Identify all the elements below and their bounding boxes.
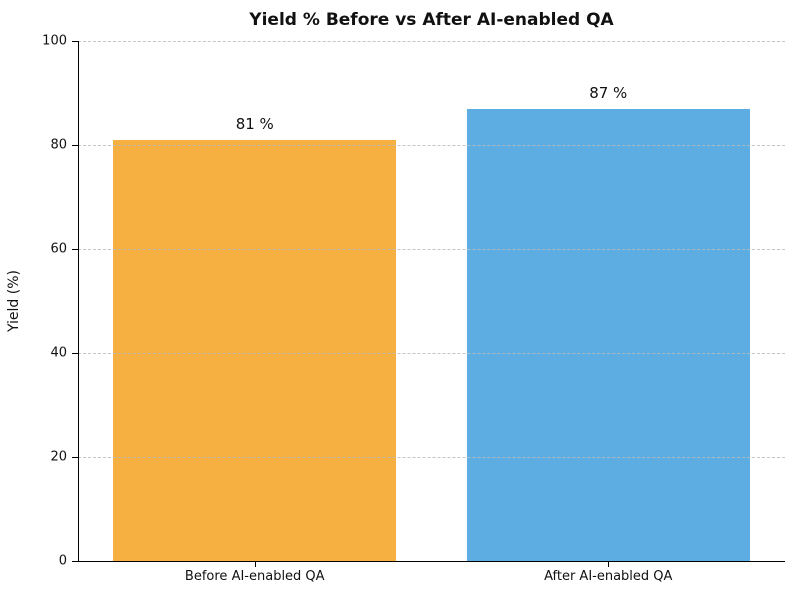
- y-axis-spine: [78, 41, 79, 561]
- x-axis-spine: [78, 561, 785, 562]
- y-tick-mark: [72, 249, 78, 250]
- chart-title: Yield % Before vs After AI-enabled QA: [249, 10, 614, 30]
- y-tick-label: 20: [50, 449, 67, 465]
- bar-value-label: 81 %: [235, 114, 274, 133]
- gridline-20: [78, 457, 785, 458]
- gridline-40: [78, 353, 785, 354]
- bar-value-label: 87 %: [589, 83, 628, 102]
- y-tick-label: 100: [42, 33, 67, 49]
- bar-before: [113, 139, 397, 561]
- y-tick-label: 80: [50, 137, 67, 153]
- y-tick-mark: [72, 145, 78, 146]
- gridline-80: [78, 145, 785, 146]
- y-tick-mark: [72, 561, 78, 562]
- bar-after: [466, 108, 750, 561]
- y-axis-label: Yield (%): [6, 269, 22, 333]
- gridline-60: [78, 249, 785, 250]
- y-tick-mark: [72, 353, 78, 354]
- y-tick-label: 40: [50, 345, 67, 361]
- y-tick-mark: [72, 41, 78, 42]
- x-tick-label: Before AI-enabled QA: [184, 569, 325, 584]
- x-tick-label: After AI-enabled QA: [544, 569, 673, 584]
- plot-area: 81 % Before AI-enabled QA 87 % After AI-ena…: [42, 34, 785, 584]
- y-tick-label: 60: [50, 241, 67, 257]
- gridline-100: [78, 41, 785, 42]
- y-tick-mark: [72, 457, 78, 458]
- x-tick-mark: [254, 561, 256, 567]
- y-tick-label: 0: [58, 553, 67, 569]
- x-tick-mark: [608, 561, 610, 567]
